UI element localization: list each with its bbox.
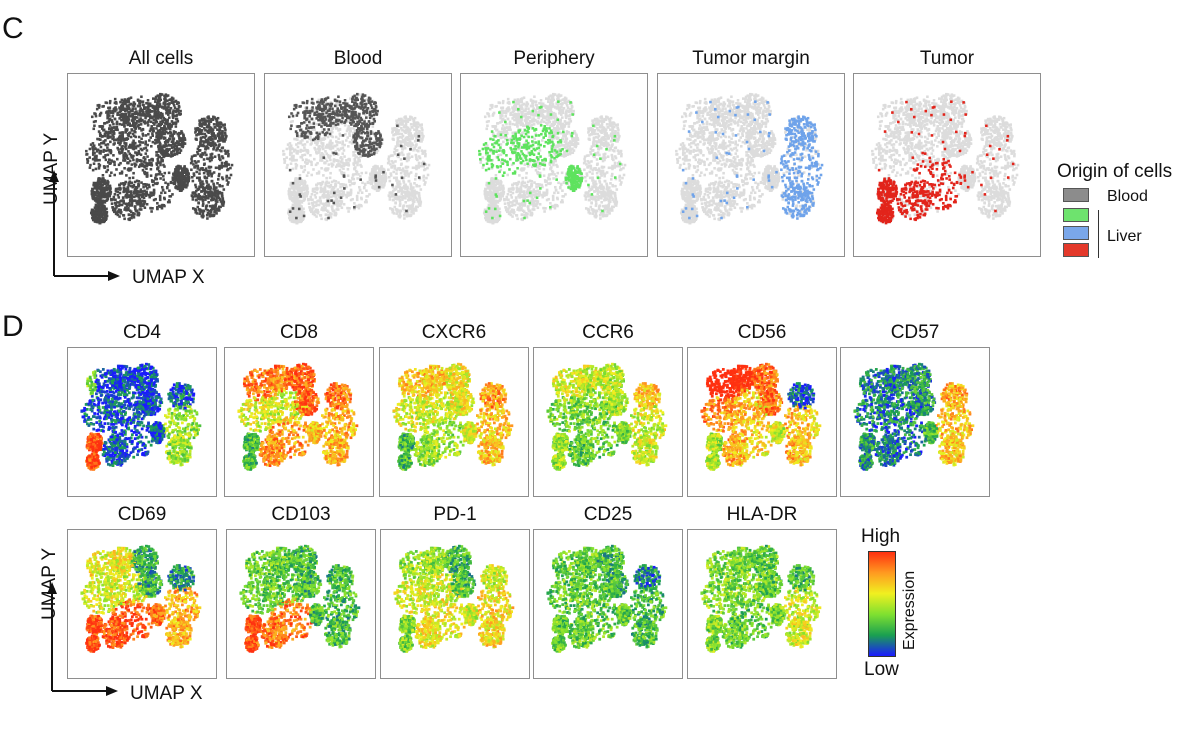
panel-letter-c: C: [2, 14, 24, 44]
umap-origin-periphery: [460, 73, 648, 257]
panel-c-axis-arrows: [49, 170, 120, 281]
umap-title-tumor: Tumor: [853, 49, 1041, 68]
umap-origin-tumor-scatter: [871, 92, 1020, 225]
legend-title: Origin of cells: [1057, 162, 1172, 181]
colorbar-low-label: Low: [864, 660, 899, 679]
umap-marker-hla-dr-scatter: [700, 544, 822, 653]
umap-title-tumor-margin: Tumor margin: [657, 49, 845, 68]
umap-title-cd56: CD56: [687, 323, 837, 342]
panel-d-axis-arrows: [47, 582, 118, 696]
umap-marker-pd-1: [380, 529, 530, 679]
legend-bracket: [1098, 210, 1099, 258]
umap-title-pd-1: PD-1: [380, 505, 530, 524]
umap-title-all-cells: All cells: [67, 49, 255, 68]
legend-label-blood: Blood: [1107, 189, 1148, 205]
umap-marker-cd57-scatter: [853, 362, 975, 471]
legend-label-liver: Liver: [1107, 229, 1142, 245]
umap-origin-blood: [264, 73, 452, 257]
expression-colorbar: [868, 551, 896, 657]
umap-title-cd57: CD57: [840, 323, 990, 342]
umap-marker-cd25: [533, 529, 683, 679]
umap-marker-pd-1-scatter: [393, 544, 515, 653]
umap-marker-cxcr6: [379, 347, 529, 497]
umap-origin-blood-scatter: [282, 92, 431, 225]
umap-marker-ccr6-scatter: [546, 362, 668, 471]
umap-title-cd4: CD4: [67, 323, 217, 342]
umap-origin-periphery-scatter: [478, 92, 627, 225]
umap-origin-tumor-margin: [657, 73, 845, 257]
umap-marker-cd69: [67, 529, 217, 679]
umap-title-cd103: CD103: [226, 505, 376, 524]
umap-marker-cd69-scatter: [80, 544, 202, 653]
umap-marker-cd103-scatter: [239, 544, 361, 653]
umap-marker-cd4-scatter: [80, 362, 202, 471]
umap-marker-cd57: [840, 347, 990, 497]
umap-marker-cd103: [226, 529, 376, 679]
umap-marker-cd56: [687, 347, 837, 497]
panel-c-axis-x-label: UMAP X: [132, 268, 205, 287]
umap-marker-cd8: [224, 347, 374, 497]
colorbar-axis-label: Expression: [901, 571, 918, 650]
legend-swatch-margin: [1063, 226, 1089, 240]
umap-title-cxcr6: CXCR6: [379, 323, 529, 342]
panel-d-axis-x-label: UMAP X: [130, 684, 203, 703]
panel-letter-d: D: [2, 312, 24, 342]
legend-swatch-periphery: [1063, 208, 1089, 222]
umap-title-hla-dr: HLA-DR: [687, 505, 837, 524]
umap-title-ccr6: CCR6: [533, 323, 683, 342]
umap-marker-cxcr6-scatter: [392, 362, 514, 471]
umap-marker-cd56-scatter: [700, 362, 822, 471]
colorbar-high-label: High: [861, 527, 900, 546]
umap-origin-all-cells-scatter: [85, 92, 234, 225]
umap-title-periphery: Periphery: [460, 49, 648, 68]
legend-swatch-tumor: [1063, 243, 1089, 257]
umap-origin-tumor-margin-scatter: [675, 92, 824, 225]
umap-title-cd8: CD8: [224, 323, 374, 342]
umap-origin-tumor: [853, 73, 1041, 257]
umap-marker-hla-dr: [687, 529, 837, 679]
umap-marker-ccr6: [533, 347, 683, 497]
umap-title-blood: Blood: [264, 49, 452, 68]
umap-title-cd69: CD69: [67, 505, 217, 524]
legend-swatch-blood: [1063, 188, 1089, 202]
umap-origin-all-cells: [67, 73, 255, 257]
umap-marker-cd25-scatter: [546, 544, 668, 653]
umap-marker-cd8-scatter: [237, 362, 359, 471]
umap-marker-cd4: [67, 347, 217, 497]
umap-title-cd25: CD25: [533, 505, 683, 524]
